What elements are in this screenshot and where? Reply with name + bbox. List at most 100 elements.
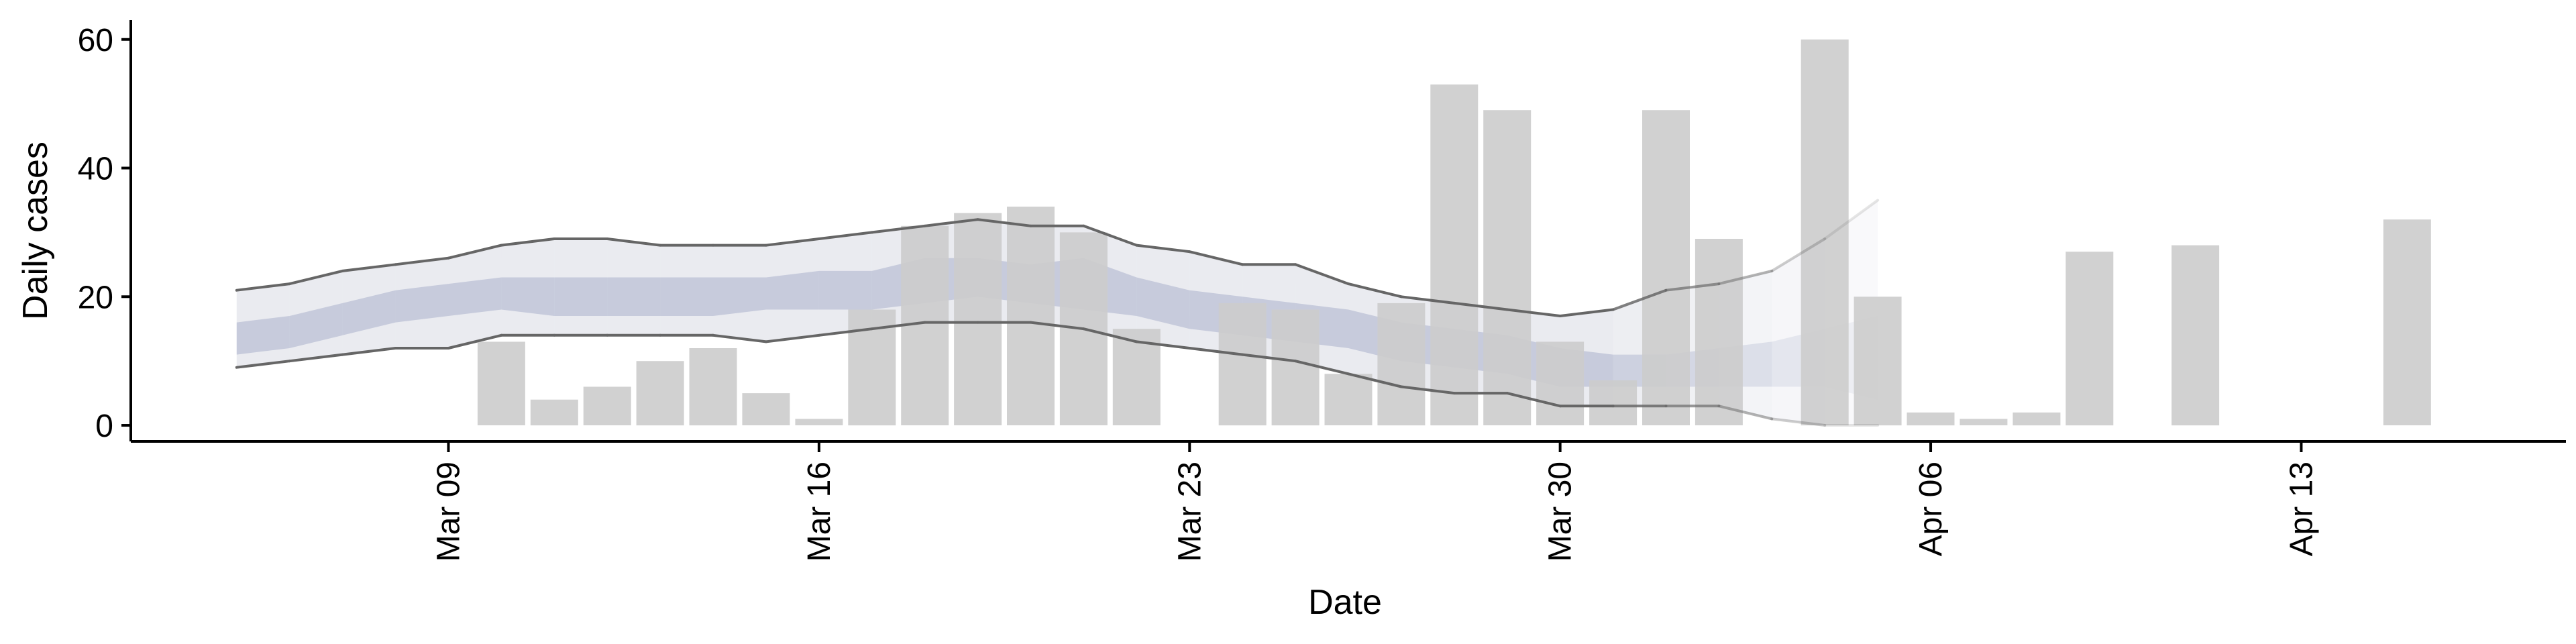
bar-2020-03-12	[583, 386, 631, 425]
band-lower-edge-segment	[1717, 405, 1774, 421]
band_inner-segment	[1136, 277, 1190, 329]
y-tick-label: 60	[78, 23, 113, 58]
bar-2020-03-29	[1483, 110, 1532, 425]
band-lower-edge-segment	[1399, 385, 1456, 395]
y-tick-label: 40	[78, 152, 113, 187]
band-lower-edge-segment	[870, 321, 926, 331]
band-upper-edge-segment	[1717, 269, 1774, 286]
band-upper-edge-segment	[1664, 282, 1721, 292]
daily-case-bars	[477, 39, 2431, 426]
band-upper-edge-segment	[1347, 282, 1403, 299]
bar-2020-04-05	[1854, 297, 1902, 426]
bar-2020-04-09	[2065, 252, 2114, 426]
band-lower-edge-segment	[712, 333, 767, 343]
band-upper-edge-segment	[1294, 263, 1350, 286]
band_inner-segment	[448, 277, 502, 316]
band-lower-edge-segment	[288, 353, 344, 363]
bar-2020-04-15	[2383, 219, 2431, 425]
band-upper-edge-segment	[870, 224, 926, 234]
bar-2020-03-31	[1589, 380, 1638, 425]
bar-2020-03-13	[636, 361, 684, 426]
band-lower-edge-segment	[1135, 340, 1191, 350]
x-ticks: Mar 09 Mar 16 Mar 23 Mar 30 Apr 06 Apr 13	[431, 441, 2319, 561]
band_inner-segment	[342, 290, 396, 335]
bar-2020-04-07	[1960, 419, 2008, 425]
y-tick-label: 0	[95, 409, 113, 444]
band-upper-edge-segment	[606, 237, 662, 247]
bar-2020-03-14	[689, 348, 737, 426]
bar-2020-04-04	[1801, 39, 1849, 426]
band-upper-edge-segment	[500, 237, 556, 247]
band-upper-edge-segment	[1188, 250, 1244, 266]
band-upper-edge-segment	[1611, 288, 1668, 311]
band-upper-edge-segment	[765, 237, 820, 247]
x-tick-label: Mar 30	[1543, 462, 1578, 561]
bar-2020-03-19	[954, 213, 1002, 425]
y-axis-title: Daily cases	[16, 142, 55, 320]
bar-2020-03-30	[1536, 341, 1585, 425]
band-upper-edge-segment	[1135, 244, 1191, 254]
band_inner-segment	[818, 270, 872, 310]
band-upper-edge-segment	[394, 256, 450, 266]
band-upper-edge-segment	[1770, 237, 1827, 272]
x-tick-label: Apr 13	[2284, 462, 2319, 556]
band-upper-edge-segment	[817, 231, 873, 240]
band-upper-edge-segment	[976, 218, 1032, 227]
band-lower-edge-segment	[1188, 347, 1244, 356]
band_inner-segment	[501, 277, 555, 316]
x-tick-label: Mar 09	[431, 462, 467, 561]
band-upper-edge-segment	[1823, 199, 1880, 240]
bar-2020-04-01	[1642, 110, 1690, 425]
bar-2020-04-08	[2012, 412, 2061, 426]
bar-2020-04-02	[1695, 239, 1743, 425]
y-tick-label: 20	[78, 280, 113, 315]
axes	[129, 20, 2566, 443]
x-tick-label: Mar 23	[1172, 462, 1208, 561]
band-lower-edge-segment	[1029, 321, 1085, 331]
band_inner-segment	[607, 277, 661, 316]
band_inner-segment	[766, 270, 819, 310]
band_inner-segment	[713, 277, 766, 316]
band-upper-edge-segment	[1399, 295, 1456, 305]
band_inner-segment	[660, 277, 713, 316]
x-axis-title: Date	[1308, 583, 1382, 622]
x-tick-label: Apr 06	[1913, 462, 1949, 556]
bar-2020-04-06	[1907, 412, 1955, 426]
band-upper-edge-segment	[447, 244, 503, 260]
band-lower-edge-segment	[1294, 360, 1350, 376]
band-upper-edge-segment	[1452, 301, 1509, 311]
band-upper-edge-segment	[1505, 308, 1562, 317]
band-upper-edge-segment	[923, 218, 979, 227]
bar-2020-04-11	[2171, 245, 2220, 426]
bar-2020-03-15	[742, 393, 790, 425]
bar-2020-03-27	[1377, 303, 1426, 426]
band-upper-edge-segment	[1558, 308, 1615, 317]
bar-2020-03-16	[795, 419, 843, 425]
bar-2020-03-28	[1430, 84, 1479, 426]
band-upper-edge-segment	[288, 269, 344, 286]
band-lower-edge-segment	[1505, 392, 1562, 408]
bar-2020-03-11	[530, 399, 578, 426]
bar-2020-03-25	[1271, 309, 1320, 426]
band-upper-edge-segment	[235, 282, 291, 292]
x-tick-label: Mar 16	[802, 462, 837, 561]
bar-2020-03-20	[1007, 207, 1055, 425]
band-lower-edge-segment	[341, 347, 397, 356]
band-lower-edge-segment	[1082, 327, 1138, 343]
band-lower-edge-segment	[765, 333, 820, 343]
band_inner-segment	[554, 277, 608, 316]
band-lower-edge-segment	[1347, 372, 1403, 388]
band_inner-segment	[289, 303, 343, 348]
band-lower-edge-segment	[1770, 417, 1827, 427]
outer-band-edges	[235, 199, 1880, 427]
band_inner-segment	[236, 316, 290, 355]
y-ticks: 0 20 40 60	[78, 23, 131, 444]
band_inner-segment	[395, 284, 449, 323]
band-lower-edge-segment	[1241, 353, 1297, 363]
band-lower-edge-segment	[447, 333, 503, 350]
bar-2020-03-24	[1218, 303, 1267, 426]
band-lower-edge-segment	[235, 360, 291, 369]
band-lower-edge-segment	[817, 327, 873, 337]
bar-2020-03-10	[477, 341, 525, 425]
